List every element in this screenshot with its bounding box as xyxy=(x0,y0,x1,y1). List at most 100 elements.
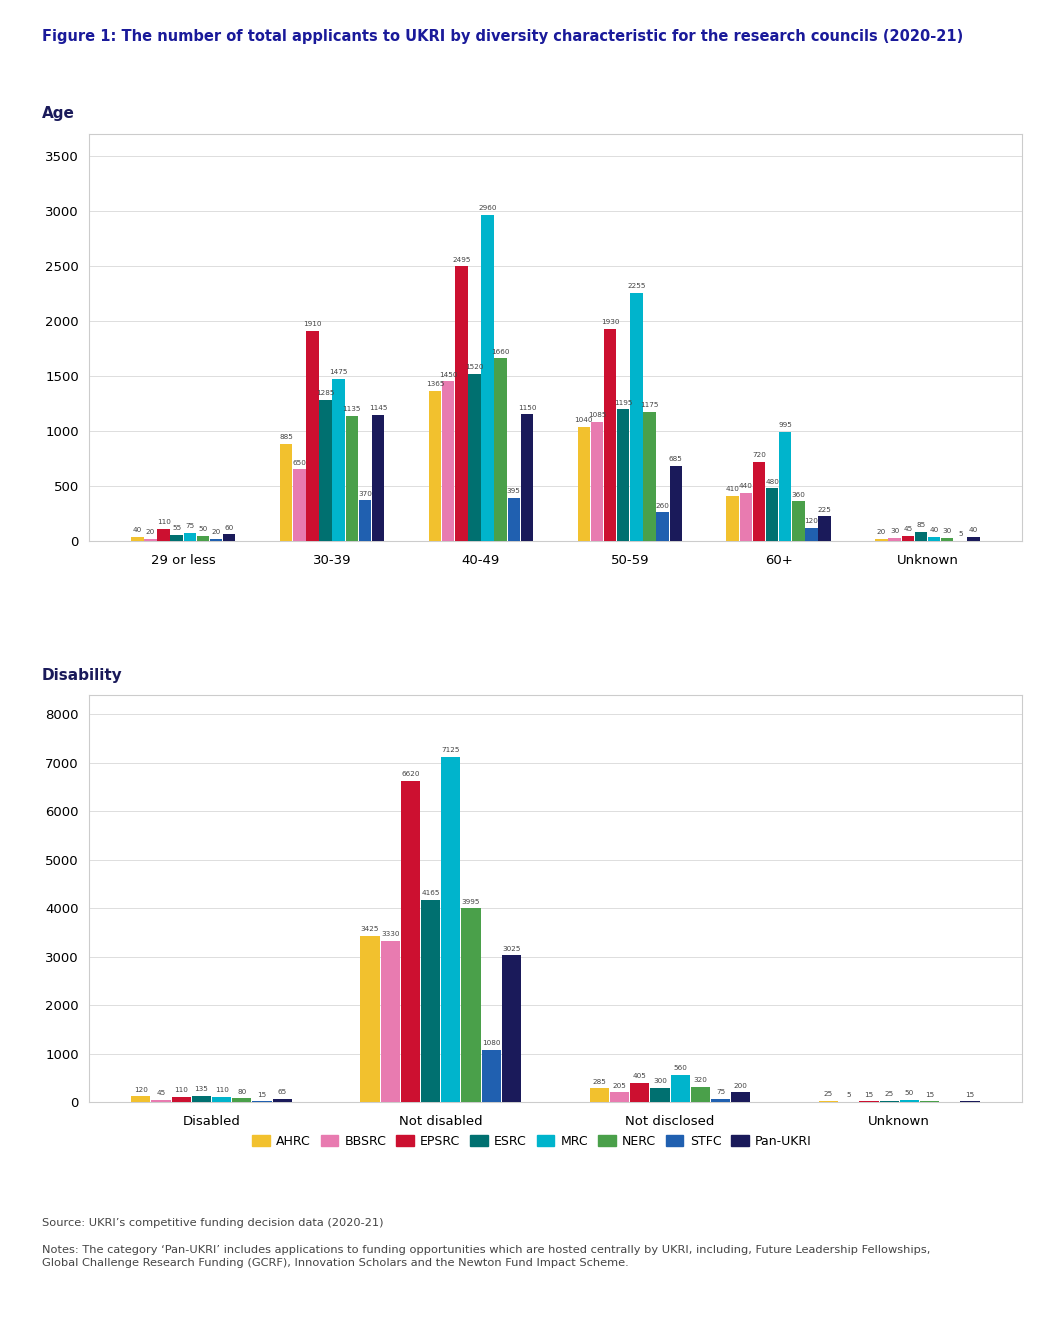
Bar xyxy=(901,536,914,541)
Bar xyxy=(233,1098,251,1102)
Text: 3330: 3330 xyxy=(381,931,399,937)
Text: 2960: 2960 xyxy=(479,206,496,211)
Text: 480: 480 xyxy=(766,478,779,485)
Text: 55: 55 xyxy=(172,525,181,532)
Bar xyxy=(508,497,520,541)
Text: 30: 30 xyxy=(890,528,899,534)
Text: 285: 285 xyxy=(592,1078,606,1085)
Bar xyxy=(711,1098,730,1102)
Text: 1135: 1135 xyxy=(342,406,361,413)
Text: 885: 885 xyxy=(280,434,293,440)
Bar xyxy=(753,462,766,541)
Text: 20: 20 xyxy=(146,529,155,536)
Bar xyxy=(900,1100,919,1102)
Text: 320: 320 xyxy=(694,1077,707,1083)
Text: 560: 560 xyxy=(673,1065,687,1071)
Text: 65: 65 xyxy=(277,1089,287,1096)
Text: 20: 20 xyxy=(212,529,221,536)
Bar xyxy=(468,374,481,541)
Text: 5: 5 xyxy=(959,530,963,537)
Bar xyxy=(157,529,170,541)
Bar xyxy=(307,331,319,541)
Bar xyxy=(875,538,888,541)
Bar xyxy=(272,1100,292,1102)
Text: 15: 15 xyxy=(925,1092,935,1098)
Text: 1195: 1195 xyxy=(614,399,632,406)
Bar xyxy=(359,501,371,541)
Text: 110: 110 xyxy=(174,1088,188,1093)
Text: 3995: 3995 xyxy=(462,899,481,904)
Text: 2495: 2495 xyxy=(452,257,470,263)
Bar xyxy=(481,215,493,541)
Bar xyxy=(766,488,778,541)
Text: 3025: 3025 xyxy=(503,946,520,951)
Bar xyxy=(381,941,399,1102)
Bar xyxy=(731,1093,751,1102)
Text: 45: 45 xyxy=(903,526,913,533)
Text: 1475: 1475 xyxy=(330,369,348,375)
Bar xyxy=(915,532,927,541)
Bar xyxy=(590,422,603,541)
Bar xyxy=(578,426,590,541)
Text: Notes: The category ‘Pan-UKRI’ includes applications to funding opportunities wh: Notes: The category ‘Pan-UKRI’ includes … xyxy=(42,1245,930,1268)
Bar xyxy=(889,538,901,541)
Text: 200: 200 xyxy=(734,1083,748,1089)
Text: 395: 395 xyxy=(507,488,520,494)
Bar xyxy=(502,955,522,1102)
Text: 685: 685 xyxy=(669,456,683,462)
Bar xyxy=(345,415,358,541)
Text: 1040: 1040 xyxy=(575,417,593,424)
Text: 410: 410 xyxy=(726,486,739,492)
Text: 80: 80 xyxy=(237,1089,246,1094)
Text: 1145: 1145 xyxy=(369,405,387,411)
Text: 15: 15 xyxy=(258,1092,267,1098)
Text: 650: 650 xyxy=(292,460,307,466)
Text: 1450: 1450 xyxy=(439,371,458,378)
Bar xyxy=(441,756,461,1102)
Text: 405: 405 xyxy=(633,1073,647,1079)
Bar xyxy=(650,1088,670,1102)
Text: 370: 370 xyxy=(358,490,372,497)
Text: 20: 20 xyxy=(877,529,887,536)
Bar xyxy=(690,1086,710,1102)
Text: Figure 1: The number of total applicants to UKRI by diversity characteristic for: Figure 1: The number of total applicants… xyxy=(42,29,963,44)
Bar xyxy=(461,908,481,1102)
Text: 1085: 1085 xyxy=(588,411,606,418)
Text: 720: 720 xyxy=(752,452,766,458)
Bar xyxy=(805,528,818,541)
Bar xyxy=(589,1089,609,1102)
Bar xyxy=(455,266,467,541)
Text: 120: 120 xyxy=(804,518,819,524)
Text: 5: 5 xyxy=(847,1093,851,1098)
Bar xyxy=(372,415,384,541)
Text: 15: 15 xyxy=(966,1092,975,1098)
Bar xyxy=(131,537,144,541)
Text: 110: 110 xyxy=(215,1088,228,1093)
Text: 1150: 1150 xyxy=(517,405,536,410)
Bar xyxy=(170,534,183,541)
Bar xyxy=(604,329,616,541)
Text: 225: 225 xyxy=(818,506,831,513)
Bar xyxy=(482,1050,501,1102)
Text: 2255: 2255 xyxy=(627,283,646,289)
Text: 60: 60 xyxy=(224,525,234,530)
Bar xyxy=(610,1093,629,1102)
Text: 300: 300 xyxy=(653,1078,666,1083)
Bar xyxy=(421,900,440,1102)
Bar xyxy=(151,1100,171,1102)
Text: 1365: 1365 xyxy=(426,381,444,387)
Bar xyxy=(333,378,345,541)
Bar xyxy=(280,444,292,541)
Text: 85: 85 xyxy=(917,522,925,528)
Text: 45: 45 xyxy=(156,1090,166,1097)
Text: Disability: Disability xyxy=(42,668,122,683)
Text: 25: 25 xyxy=(884,1092,894,1097)
Bar xyxy=(442,381,455,541)
Bar xyxy=(494,358,507,541)
Bar xyxy=(429,390,441,541)
Text: 1660: 1660 xyxy=(491,349,510,354)
Text: 40: 40 xyxy=(969,526,978,533)
Bar xyxy=(144,538,156,541)
Text: 30: 30 xyxy=(943,528,952,534)
Bar xyxy=(171,1097,191,1102)
